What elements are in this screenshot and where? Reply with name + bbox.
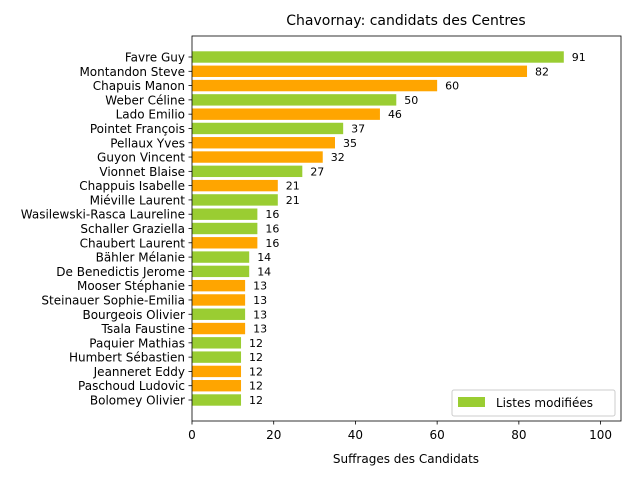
bar xyxy=(192,251,250,263)
category-label: Schaller Graziella xyxy=(80,222,185,236)
value-label: 60 xyxy=(445,80,459,93)
value-label: 16 xyxy=(265,208,279,221)
value-label: 12 xyxy=(249,351,263,364)
category-label: Pointet François xyxy=(90,122,185,136)
x-tick-label: 100 xyxy=(589,428,612,442)
value-label: 82 xyxy=(535,65,549,78)
category-label: Montandon Steve xyxy=(79,65,185,79)
legend-label: Listes modifiées xyxy=(496,396,593,410)
category-label: Steinauer Sophie-Emilia xyxy=(41,293,185,307)
x-tick-label: 80 xyxy=(511,428,526,442)
value-label: 12 xyxy=(249,394,263,407)
category-label: Paschoud Ludovic xyxy=(78,379,185,393)
value-label: 50 xyxy=(404,94,418,107)
bar xyxy=(192,351,242,363)
category-label: Mooser Stéphanie xyxy=(77,279,185,293)
category-label: Bolomey Olivier xyxy=(90,394,185,408)
bar xyxy=(192,294,246,306)
bar xyxy=(192,108,380,120)
category-label: De Benedictis Jerome xyxy=(56,265,185,279)
category-label: Bourgeois Olivier xyxy=(82,308,185,322)
x-tick-label: 60 xyxy=(430,428,445,442)
bar xyxy=(192,79,438,92)
category-label: Jeanneret Eddy xyxy=(93,365,185,379)
bar xyxy=(192,380,242,392)
chart-title: Chavornay: candidats des Centres xyxy=(286,13,525,29)
value-label: 13 xyxy=(253,308,267,321)
value-labels: 9182605046373532272121161616141413131313… xyxy=(249,51,586,407)
bar xyxy=(192,137,335,149)
value-label: 14 xyxy=(257,251,271,264)
value-label: 32 xyxy=(331,151,345,164)
value-label: 91 xyxy=(572,51,586,64)
legend-swatch xyxy=(458,397,485,407)
bar xyxy=(192,94,397,106)
bar xyxy=(192,194,278,206)
bar xyxy=(192,265,250,278)
category-label: Guyon Vincent xyxy=(97,151,185,165)
bar xyxy=(192,337,242,349)
category-label: Paquier Mathias xyxy=(89,336,185,350)
value-label: 12 xyxy=(249,337,263,350)
legend-box xyxy=(451,389,616,417)
category-label: Tsala Faustine xyxy=(101,322,186,336)
value-label: 12 xyxy=(249,380,263,393)
bar xyxy=(192,122,344,135)
value-label: 16 xyxy=(265,237,279,250)
category-label: Miéville Laurent xyxy=(90,193,186,207)
bar xyxy=(192,165,303,178)
value-label: 13 xyxy=(253,294,267,307)
value-label: 21 xyxy=(286,194,300,207)
category-label: Wasilewski-Rasca Laureline xyxy=(21,208,185,222)
bar xyxy=(192,237,258,249)
bar xyxy=(192,222,258,235)
legend: Listes modifiées xyxy=(451,389,616,417)
plot-frame xyxy=(191,35,622,422)
category-label: Vionnet Blaise xyxy=(99,165,185,179)
bars-layer xyxy=(192,51,564,406)
bar xyxy=(192,208,258,220)
value-label: 13 xyxy=(253,280,267,293)
bar xyxy=(192,279,246,292)
value-label: 14 xyxy=(257,265,271,278)
category-label: Bähler Mélanie xyxy=(96,251,185,265)
value-label: 46 xyxy=(388,108,402,121)
bar xyxy=(192,151,323,163)
category-label: Humbert Sébastien xyxy=(69,351,185,365)
value-label: 21 xyxy=(286,180,300,193)
bar xyxy=(192,365,242,378)
category-label: Favre Guy xyxy=(125,51,185,65)
value-label: 37 xyxy=(351,122,365,135)
x-axis-label: Suffrages des Candidats xyxy=(333,452,479,466)
category-label: Lado Emilio xyxy=(116,108,185,122)
bar xyxy=(192,179,278,192)
category-label: Pellaux Yves xyxy=(110,136,185,150)
bar xyxy=(192,322,246,335)
x-tick-label: 20 xyxy=(266,428,281,442)
category-label: Chappuis Isabelle xyxy=(79,179,185,193)
x-tick-label: 40 xyxy=(348,428,363,442)
category-label: Chapuis Manon xyxy=(93,79,185,93)
x-axis: 0 20 40 60 80 100 xyxy=(188,421,612,442)
bar xyxy=(192,394,242,406)
value-label: 27 xyxy=(310,165,324,178)
value-label: 12 xyxy=(249,365,263,378)
value-label: 13 xyxy=(253,323,267,336)
x-tick-label: 0 xyxy=(188,428,196,442)
value-label: 35 xyxy=(343,137,357,150)
category-label: Weber Céline xyxy=(105,93,185,107)
bar xyxy=(192,51,564,63)
y-axis xyxy=(188,56,192,401)
bar xyxy=(192,308,246,320)
value-label: 16 xyxy=(265,223,279,236)
category-label: Chaubert Laurent xyxy=(80,236,186,250)
bar xyxy=(192,65,528,77)
